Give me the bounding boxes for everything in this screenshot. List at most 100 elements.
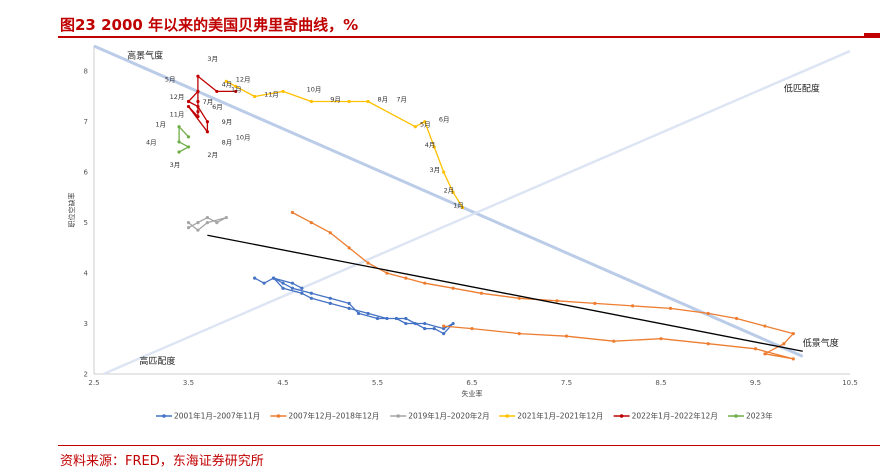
- point-label: 11月: [264, 90, 279, 98]
- series-line-0: [254, 277, 454, 335]
- series-point-1: [706, 311, 710, 316]
- point-label: 4月: [425, 141, 436, 149]
- series-point-5: [177, 150, 181, 154]
- series-point-4: [186, 104, 191, 109]
- axes-group: 2.5 3.5 4.5 5.5 6.5 7.5 8.5 9.5 10.5 2 3 4 5 6 7 8 失业率 职位…: [67, 46, 858, 398]
- series-line-4: [187, 75, 236, 133]
- source-rule: [58, 445, 880, 446]
- x-tick-label: 6.5: [466, 379, 477, 387]
- series-point-1: [631, 304, 635, 308]
- series-point-1: [659, 337, 663, 341]
- series-point-0: [347, 301, 351, 305]
- high-boom-label: 高景气度: [127, 50, 163, 62]
- point-label: 12月: [236, 75, 251, 83]
- series-point-4: [205, 130, 209, 134]
- series-point-0: [394, 316, 398, 321]
- series-point-1: [517, 296, 521, 300]
- high-match-label: 高匹配度: [139, 355, 175, 367]
- series-point-2: [215, 221, 219, 225]
- point-label: 9月: [222, 118, 233, 126]
- series-point-4: [196, 104, 200, 109]
- series-line-2: [188, 216, 227, 231]
- point-label: 8月: [378, 96, 389, 104]
- point-label: 4月: [222, 80, 233, 88]
- series-point-1: [404, 276, 408, 280]
- series-point-2: [186, 221, 191, 225]
- series-point-0: [442, 332, 446, 336]
- series-point-3: [413, 125, 417, 129]
- series-point-0: [281, 281, 285, 285]
- series-point-5: [177, 140, 181, 144]
- point-label: 4月: [146, 138, 157, 146]
- series-point-2: [224, 215, 228, 220]
- series-point-1: [753, 347, 758, 351]
- y-axis-label: 职位空缺率: [67, 193, 76, 228]
- series-point-1: [763, 352, 767, 356]
- series-point-1: [328, 231, 332, 235]
- point-label: 3月: [170, 161, 181, 169]
- point-label: 6月: [439, 116, 450, 124]
- legend-item-0: 2001年1月–2007年11月: [174, 411, 260, 421]
- series-point-2: [205, 215, 209, 220]
- series-point-0: [442, 326, 446, 331]
- series-point-0: [271, 276, 276, 280]
- point-label: 6月: [212, 103, 223, 111]
- series-point-3: [366, 99, 370, 104]
- series-point-1: [385, 271, 389, 275]
- series-point-3: [224, 79, 228, 83]
- x-tick-label: 7.5: [561, 379, 572, 387]
- series-point-3: [423, 120, 427, 124]
- source-note: 资料来源：FRED，东海证券研究所: [60, 454, 264, 469]
- point-label: 5月: [420, 121, 431, 129]
- series-point-0: [404, 321, 408, 326]
- x-tick-label: 2.5: [88, 379, 99, 387]
- series-point-0: [328, 301, 332, 305]
- series-point-4: [186, 99, 191, 104]
- title-underline: [58, 36, 880, 38]
- series-point-0: [366, 311, 370, 316]
- series-point-1: [612, 339, 616, 343]
- series-point-1: [309, 221, 313, 225]
- y-tick-label: 3: [84, 320, 88, 328]
- series-point-3: [253, 94, 257, 99]
- legend-item-3: 2021年1月–2021年12月: [517, 411, 603, 421]
- x-tick-label: 5.5: [372, 379, 383, 387]
- point-label: 8月: [222, 138, 233, 146]
- series-point-3: [347, 99, 351, 104]
- point-label: 7月: [396, 96, 407, 104]
- series-point-0: [423, 321, 427, 326]
- point-label: 11月: [170, 111, 185, 119]
- series-point-1: [593, 301, 597, 305]
- legend-marker-2: [396, 414, 401, 418]
- series-point-1: [668, 306, 673, 310]
- series-point-1: [347, 246, 351, 250]
- legend-marker-4: [619, 414, 624, 418]
- series-point-3: [460, 205, 465, 210]
- series-point-1: [479, 291, 484, 295]
- series-point-1: [791, 357, 795, 361]
- point-label: 10月: [307, 85, 322, 93]
- page-title: 图23 2000 年以来的美国贝弗里奇曲线，%: [60, 16, 359, 34]
- series-point-4: [196, 74, 200, 78]
- series-point-4: [196, 89, 200, 94]
- point-labels-group: 3月5月4月1月12月7月6月11月9月1月10月8月4月2月3月12月11月1…: [146, 55, 464, 209]
- series-point-0: [357, 311, 361, 316]
- low-boom-label: 低景气度: [803, 337, 839, 349]
- series-point-0: [309, 291, 313, 295]
- series-point-3: [281, 89, 285, 94]
- series-point-1: [564, 334, 569, 338]
- series-point-1: [451, 286, 455, 290]
- series-point-0: [262, 281, 266, 285]
- series-point-1: [290, 210, 295, 215]
- legend-marker-1: [276, 414, 281, 418]
- point-label: 1月: [453, 201, 464, 209]
- series-point-4: [234, 89, 238, 94]
- series-point-3: [234, 84, 238, 88]
- series-point-0: [423, 326, 427, 331]
- series-point-5: [186, 145, 191, 149]
- series-point-5: [177, 125, 181, 129]
- series-line-1: [292, 211, 794, 360]
- x-tick-label: 9.5: [750, 379, 761, 387]
- y-tick-label: 7: [84, 118, 88, 126]
